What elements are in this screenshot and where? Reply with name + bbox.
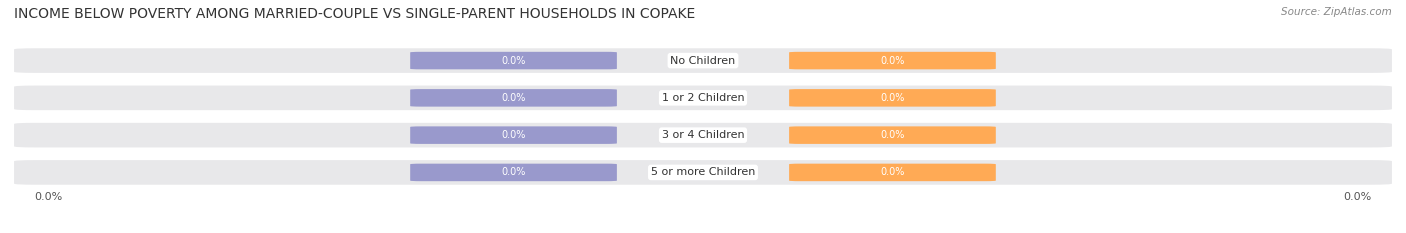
FancyBboxPatch shape: [789, 126, 995, 144]
Text: No Children: No Children: [671, 56, 735, 65]
FancyBboxPatch shape: [411, 52, 617, 69]
FancyBboxPatch shape: [411, 164, 617, 181]
Text: 0.0%: 0.0%: [880, 56, 904, 65]
Text: 0.0%: 0.0%: [502, 56, 526, 65]
FancyBboxPatch shape: [411, 89, 617, 107]
FancyBboxPatch shape: [789, 89, 995, 107]
Text: 1 or 2 Children: 1 or 2 Children: [662, 93, 744, 103]
Text: 0.0%: 0.0%: [880, 130, 904, 140]
FancyBboxPatch shape: [789, 164, 995, 181]
Text: 0.0%: 0.0%: [1343, 192, 1371, 202]
Text: 0.0%: 0.0%: [502, 93, 526, 103]
FancyBboxPatch shape: [14, 86, 1392, 110]
Text: 0.0%: 0.0%: [502, 168, 526, 177]
FancyBboxPatch shape: [789, 52, 995, 69]
FancyBboxPatch shape: [14, 48, 1392, 73]
Text: 0.0%: 0.0%: [880, 93, 904, 103]
Text: 0.0%: 0.0%: [35, 192, 63, 202]
Text: INCOME BELOW POVERTY AMONG MARRIED-COUPLE VS SINGLE-PARENT HOUSEHOLDS IN COPAKE: INCOME BELOW POVERTY AMONG MARRIED-COUPL…: [14, 7, 696, 21]
Text: 5 or more Children: 5 or more Children: [651, 168, 755, 177]
FancyBboxPatch shape: [14, 123, 1392, 147]
Text: Source: ZipAtlas.com: Source: ZipAtlas.com: [1281, 7, 1392, 17]
FancyBboxPatch shape: [411, 126, 617, 144]
Text: 0.0%: 0.0%: [880, 168, 904, 177]
Text: 0.0%: 0.0%: [502, 130, 526, 140]
Text: 3 or 4 Children: 3 or 4 Children: [662, 130, 744, 140]
FancyBboxPatch shape: [14, 160, 1392, 185]
